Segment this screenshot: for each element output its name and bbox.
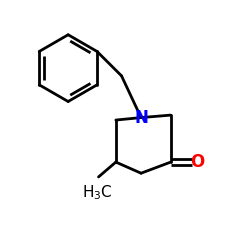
Text: N: N xyxy=(134,108,148,126)
Text: H$_3$C: H$_3$C xyxy=(82,183,113,202)
Text: O: O xyxy=(190,153,204,171)
